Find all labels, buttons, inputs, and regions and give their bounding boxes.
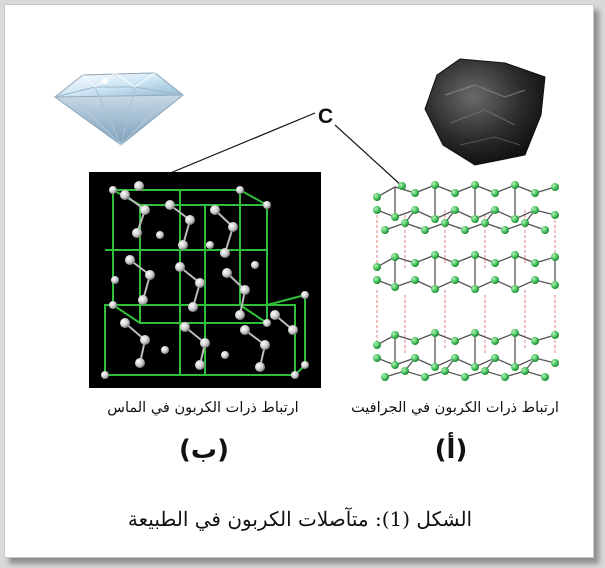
diamond-letter-label: (ب) bbox=[179, 435, 229, 465]
figure-caption: الشكل (1): متآصلات الكربون في الطبيعة bbox=[127, 507, 473, 531]
graphite-lattice bbox=[373, 181, 559, 381]
graphite-letter-label: (أ) bbox=[434, 435, 468, 465]
diamond-caption: ارتباط ذرات الكربون في الماس bbox=[107, 400, 299, 416]
graphite-caption: ارتباط ذرات الكربون في الجرافيت bbox=[351, 400, 559, 416]
carbon-atom-label: C bbox=[318, 105, 334, 128]
figure-illustration bbox=[53, 58, 559, 388]
figure-frame: C ارتباط ذرات الكربون في الماس ارتباط ذر… bbox=[4, 4, 594, 558]
graphite-rock-icon bbox=[424, 58, 546, 166]
diamond-lattice bbox=[89, 172, 321, 388]
diamond-gem-icon bbox=[53, 72, 185, 147]
